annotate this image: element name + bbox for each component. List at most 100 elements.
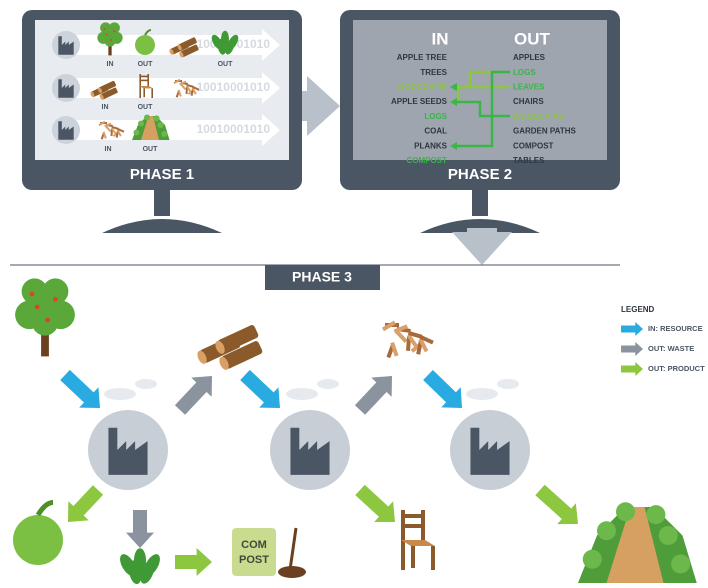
shovel xyxy=(290,528,296,570)
arrow xyxy=(235,365,289,418)
arrow-shape xyxy=(351,480,405,533)
tree-leaf xyxy=(105,36,116,47)
arrow-shape xyxy=(621,362,643,376)
arrow-shape xyxy=(170,366,222,419)
chair-leg xyxy=(151,88,153,98)
apple-dot xyxy=(30,292,35,297)
compost-text: COM xyxy=(241,539,267,551)
arrow-shape xyxy=(55,365,109,418)
in-item: WOODCHIPS xyxy=(397,83,448,92)
in-item: APPLE TREE xyxy=(397,53,448,62)
bush xyxy=(671,555,690,574)
apple-dot xyxy=(45,318,50,323)
arrow xyxy=(351,480,405,533)
bush xyxy=(158,122,164,128)
chair-rail xyxy=(401,524,425,528)
bush xyxy=(138,121,144,127)
soil xyxy=(278,566,306,578)
monitor-base xyxy=(102,219,222,233)
phase-label: PHASE 3 xyxy=(292,269,352,285)
arrow-shape xyxy=(621,322,643,336)
chair-leg xyxy=(411,546,415,568)
compost-text: POST xyxy=(239,554,269,566)
apple-dot xyxy=(106,34,108,36)
out-item: CHAIRS xyxy=(513,97,544,106)
arrow xyxy=(621,342,643,356)
arrow xyxy=(350,366,402,419)
bush xyxy=(597,521,616,540)
smoke xyxy=(317,379,339,389)
in-item: PLANKS xyxy=(414,141,448,150)
bush xyxy=(616,502,635,521)
in-item: APPLE SEEDS xyxy=(391,97,448,106)
column-title: OUT xyxy=(514,29,551,48)
in-item: TREES xyxy=(420,68,447,77)
phase-label: PHASE 2 xyxy=(448,166,512,183)
monitor-neck xyxy=(154,190,170,216)
arrow xyxy=(452,228,512,265)
in-item: LOGS xyxy=(424,112,447,121)
apple-dot xyxy=(110,39,112,41)
monitor-neck xyxy=(472,190,488,216)
out-item: LOGS xyxy=(513,68,536,77)
out-item: GARDEN PATHS xyxy=(513,127,576,136)
legend-title: LEGEND xyxy=(621,305,655,314)
arrow xyxy=(58,480,108,531)
arrow xyxy=(531,480,588,535)
arrow-shape xyxy=(58,480,108,531)
arrow xyxy=(55,365,109,418)
factory xyxy=(450,379,530,490)
smoke xyxy=(104,388,136,400)
apple xyxy=(13,515,63,565)
compost-bag xyxy=(232,528,276,576)
infographic: PHASE 1PHASE 210010001010INOUTOUT1001000… xyxy=(0,0,708,588)
apple xyxy=(135,35,155,55)
phase-label: PHASE 1 xyxy=(130,166,194,183)
chair-rail xyxy=(139,76,149,78)
out-item: WOODCHIPS xyxy=(513,112,564,121)
arrow-shape xyxy=(302,76,340,136)
bush xyxy=(134,130,140,136)
apple-dot xyxy=(35,305,40,310)
legend-label: OUT: WASTE xyxy=(648,344,694,353)
io-label: IN xyxy=(107,61,114,68)
binary: 10010001010 xyxy=(197,80,271,94)
io-label: OUT xyxy=(143,146,159,153)
chair-seat xyxy=(401,540,435,546)
io-label: OUT xyxy=(138,104,154,111)
apple-dot xyxy=(113,30,115,32)
arrow-shape xyxy=(418,365,472,418)
arrow-shape xyxy=(126,510,154,548)
io-label: OUT xyxy=(218,61,234,68)
out-item: LEAVES xyxy=(513,83,545,92)
out-item: APPLES xyxy=(513,53,546,62)
out-item: COMPOST xyxy=(513,141,554,150)
arrow-shape xyxy=(235,365,289,418)
io-label: IN xyxy=(105,146,112,153)
bush xyxy=(659,526,678,545)
column-title: IN xyxy=(432,29,449,48)
bush xyxy=(583,550,602,569)
tree-leaf xyxy=(32,310,58,336)
in-item: COMPOST xyxy=(407,156,448,165)
chair-leg xyxy=(143,88,145,97)
chair-rail xyxy=(139,80,149,82)
io-label: OUT xyxy=(138,61,154,68)
smoke xyxy=(497,379,519,389)
arrow xyxy=(621,362,643,376)
arrow xyxy=(621,322,643,336)
arrow-shape xyxy=(175,548,212,576)
arrow-shape xyxy=(531,480,588,535)
arrow-shape xyxy=(452,228,512,265)
apple-dot xyxy=(104,28,106,30)
arrow xyxy=(302,76,340,136)
arrow xyxy=(418,365,472,418)
bush xyxy=(154,115,160,121)
factory xyxy=(270,379,350,490)
arrow xyxy=(126,510,154,548)
arrow xyxy=(175,548,212,576)
arrow xyxy=(170,366,222,419)
legend-label: OUT: PRODUCT xyxy=(648,364,705,373)
arrow-shape xyxy=(621,342,643,356)
in-item: COAL xyxy=(424,127,447,136)
